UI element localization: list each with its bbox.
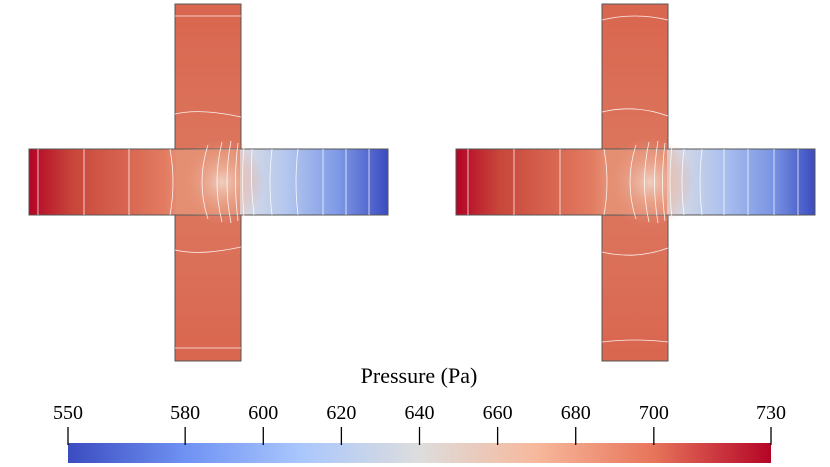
colorbar-tick-label: 730 <box>756 402 786 424</box>
colorbar-tick-label: 700 <box>639 402 669 424</box>
colorbar-tick-label: 600 <box>248 402 278 424</box>
colorbar-gradient <box>68 443 771 463</box>
right-contour-lines <box>467 15 799 343</box>
colorbar-tick-label: 640 <box>405 402 435 424</box>
colorbar-ticks: 550 580 600 620 640 660 680 700 730 <box>53 402 786 445</box>
colorbar-tick-label: 680 <box>561 402 591 424</box>
colorbar-tick-label: 550 <box>53 402 83 424</box>
colorbar-tick-label: 660 <box>483 402 513 424</box>
left-contour-lines <box>37 15 370 349</box>
colorbar-tick-label: 580 <box>170 402 200 424</box>
left-cross-junction <box>28 3 389 362</box>
colorbar: Pressure (Pa) 550 580 600 620 640 660 680 700 73… <box>53 363 786 463</box>
right-cross-junction <box>455 3 816 362</box>
colorbar-title: Pressure (Pa) <box>361 363 478 388</box>
colorbar-tick-label: 620 <box>326 402 356 424</box>
